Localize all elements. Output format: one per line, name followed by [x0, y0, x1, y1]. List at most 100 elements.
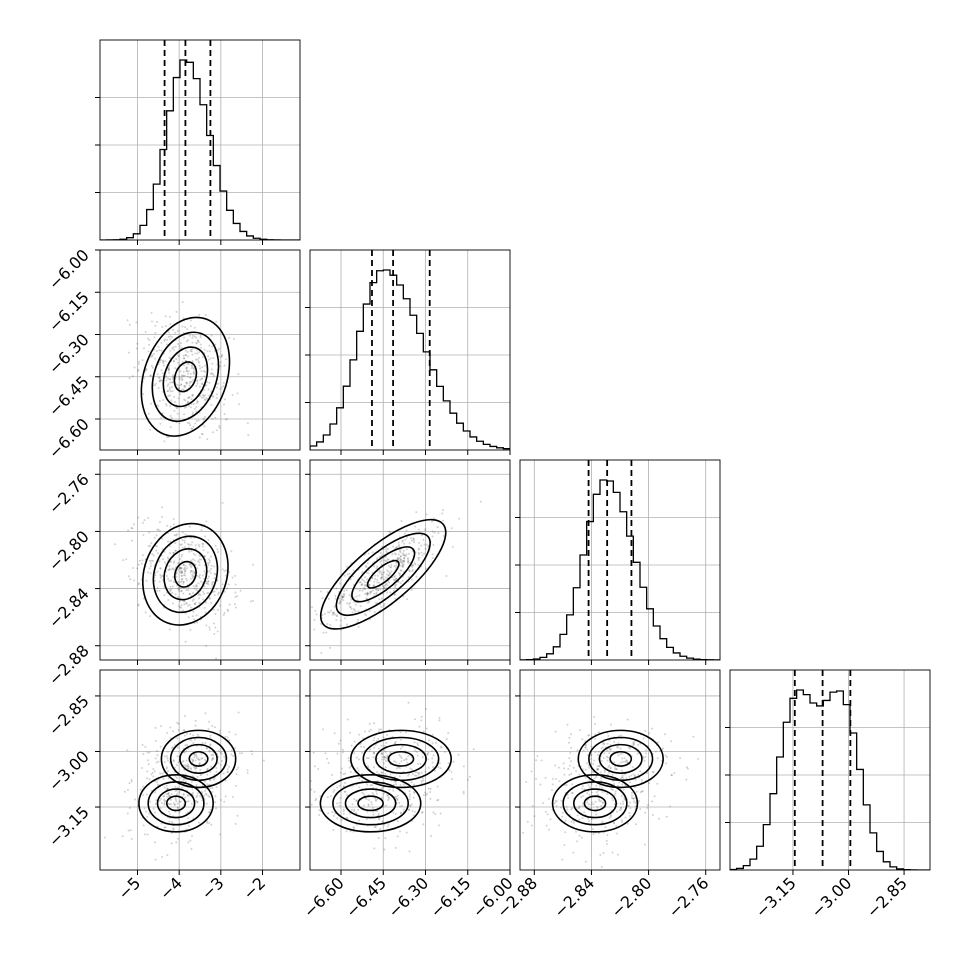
scatter-point — [605, 839, 608, 842]
scatter-point — [561, 858, 564, 861]
scatter-2-0 — [114, 501, 255, 660]
scatter-point — [158, 560, 161, 563]
scatter-point — [651, 800, 654, 803]
scatter-point — [333, 789, 336, 792]
scatter-point — [185, 369, 188, 372]
scatter-point — [353, 609, 356, 612]
scatter-point — [608, 752, 611, 755]
scatter-point — [393, 760, 396, 763]
scatter-point — [317, 767, 320, 770]
scatter-point — [213, 590, 216, 593]
scatter-point — [374, 588, 377, 591]
density-contour — [319, 774, 422, 833]
scatter-point — [195, 342, 198, 345]
scatter-point — [203, 555, 206, 558]
scatter-point — [608, 748, 611, 751]
scatter-point — [378, 569, 381, 572]
scatter-point — [342, 785, 345, 788]
scatter-point — [155, 799, 158, 802]
scatter-point — [385, 548, 388, 551]
scatter-point — [183, 751, 186, 754]
scatter-point — [595, 776, 598, 779]
scatter-point — [201, 545, 204, 548]
scatter-point — [166, 524, 169, 527]
scatter-point — [183, 574, 186, 577]
scatter-point — [389, 531, 392, 534]
scatter-point — [401, 565, 404, 568]
scatter-point — [213, 572, 216, 575]
scatter-point — [173, 766, 176, 769]
x-tick-label: −2.80 — [607, 873, 655, 921]
density-contour — [138, 774, 214, 833]
scatter-point — [214, 573, 217, 576]
scatter-point — [204, 364, 207, 367]
scatter-point — [197, 560, 200, 563]
scatter-point — [191, 411, 194, 414]
scatter-point — [408, 569, 411, 572]
scatter-point — [603, 752, 606, 755]
scatter-point — [399, 558, 402, 561]
scatter-point — [198, 573, 201, 576]
scatter-point — [130, 780, 133, 783]
scatter-point — [188, 550, 191, 553]
scatter-point — [167, 569, 170, 572]
scatter-point — [581, 817, 584, 820]
density-contour — [344, 788, 397, 819]
scatter-point — [154, 382, 157, 385]
scatter-point — [321, 596, 324, 599]
scatter-point — [389, 751, 392, 754]
scatter-point — [178, 800, 181, 803]
scatter-point — [377, 813, 380, 816]
scatter-point — [195, 589, 198, 592]
scatter-point — [406, 536, 409, 539]
scatter-point — [201, 574, 204, 577]
panel-2-2 — [515, 459, 721, 665]
scatter-point — [603, 742, 606, 745]
scatter-point — [560, 806, 563, 809]
scatter-point — [399, 830, 402, 833]
scatter-point — [403, 560, 406, 563]
scatter-point — [630, 796, 633, 799]
scatter-point — [193, 570, 196, 573]
scatter-point — [555, 805, 558, 808]
scatter-point — [314, 609, 317, 612]
scatter-point — [394, 846, 397, 849]
scatter-point — [165, 766, 168, 769]
scatter-point — [211, 372, 214, 375]
scatter-point — [458, 517, 461, 520]
scatter-point — [575, 830, 578, 833]
scatter-point — [417, 551, 420, 554]
scatter-point — [536, 754, 539, 757]
scatter-point — [176, 533, 179, 536]
scatter-point — [619, 777, 622, 780]
density-contour — [375, 743, 427, 774]
scatter-point — [180, 574, 183, 577]
scatter-point — [213, 777, 216, 780]
scatter-point — [128, 782, 131, 785]
y-tick-label: −2.88 — [45, 641, 93, 689]
scatter-point — [159, 745, 162, 748]
scatter-point — [383, 602, 386, 605]
scatter-point — [164, 402, 167, 405]
scatter-point — [151, 366, 154, 369]
scatter-point — [206, 562, 209, 565]
scatter-point — [420, 771, 423, 774]
scatter-point — [149, 374, 152, 377]
scatter-point — [324, 752, 327, 755]
scatter-point — [431, 742, 434, 745]
scatter-point — [522, 831, 525, 834]
scatter-point — [162, 777, 165, 780]
scatter-point — [386, 591, 389, 594]
density-contour — [160, 729, 237, 789]
scatter-point — [204, 787, 207, 790]
scatter-point — [375, 790, 378, 793]
scatter-point — [177, 588, 180, 591]
scatter-point — [387, 823, 390, 826]
scatter-point — [358, 581, 361, 584]
scatter-point — [211, 582, 214, 585]
scatter-point — [615, 824, 618, 827]
scatter-point — [208, 597, 211, 600]
scatter-point — [594, 751, 597, 754]
scatter-point — [366, 594, 369, 597]
scatter-point — [304, 799, 306, 801]
